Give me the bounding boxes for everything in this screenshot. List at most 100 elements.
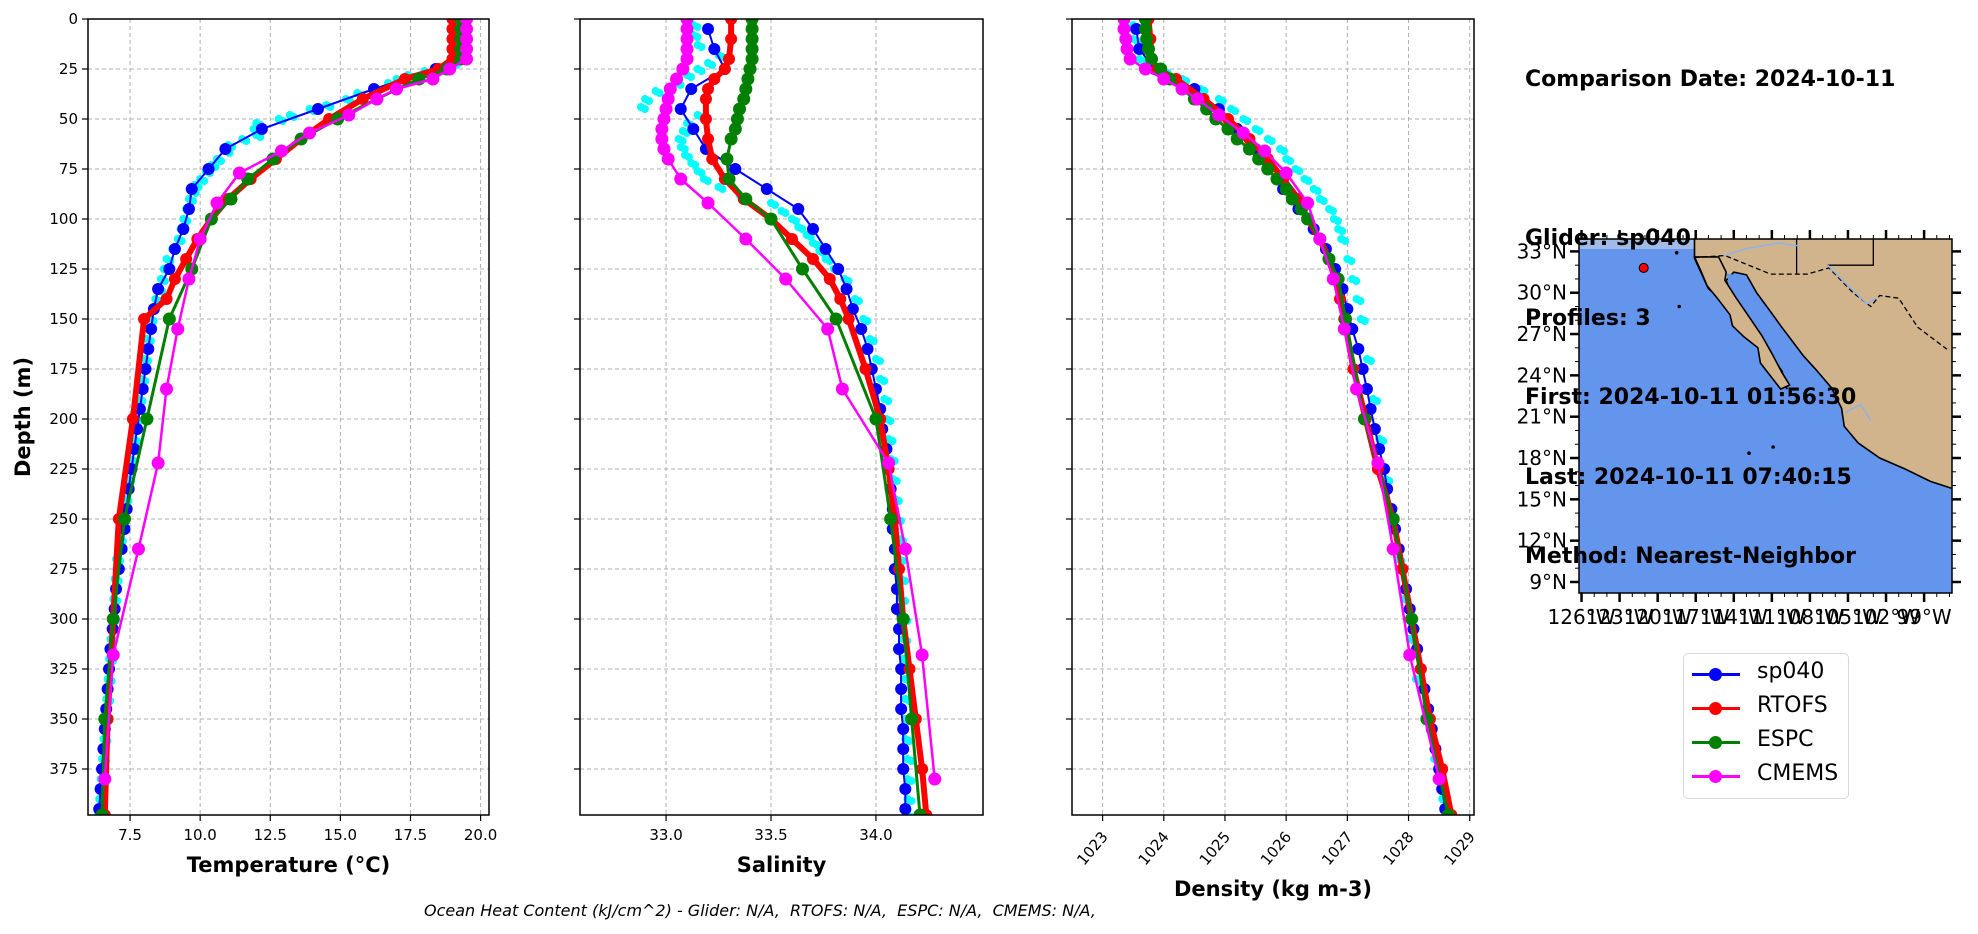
- data-point-espc: [117, 512, 131, 526]
- data-point-cmems: [1350, 382, 1364, 396]
- x-tick-label: 1029: [1440, 828, 1478, 869]
- raw-glider-point: [718, 185, 727, 193]
- temperature-panel: 0 25 50 75 100 125 150 175 200 225 250 275 300 325 350…: [11, 10, 497, 877]
- raw-glider-point: [1280, 147, 1289, 155]
- data-point-cmems: [657, 142, 671, 156]
- lat-tick-label: 15°N: [1517, 487, 1567, 511]
- data-point-sp040: [897, 763, 910, 775]
- lat-tick-label: 33°N: [1517, 239, 1567, 263]
- series-line-rtofs: [101, 19, 456, 815]
- data-point-cmems: [460, 22, 474, 36]
- raw-glider-point: [1333, 217, 1342, 225]
- raw-glider-point: [907, 777, 916, 785]
- data-point-espc: [743, 62, 757, 76]
- data-point-rtofs: [706, 153, 719, 165]
- data-point-cmems: [182, 272, 196, 286]
- y-tick-label: 375: [49, 760, 78, 778]
- raw-glider-point: [703, 177, 712, 185]
- x-tick-label: 1023: [1073, 828, 1111, 869]
- data-point-sp040: [185, 183, 198, 195]
- raw-glider-point: [1328, 207, 1337, 215]
- legend-label: ESPC: [1757, 727, 1814, 752]
- first-profile-time: First: 2024-10-11 01:56:30: [1525, 385, 1857, 410]
- data-point-rtofs: [356, 93, 369, 105]
- data-point-sp040: [840, 283, 853, 295]
- data-point-rtofs: [823, 273, 836, 285]
- data-point-espc: [1242, 142, 1256, 156]
- x-tick-label: 1025: [1196, 828, 1234, 869]
- raw-glider-point: [1313, 187, 1322, 195]
- y-tick-label: 25: [59, 60, 78, 78]
- data-point-cmems: [661, 92, 675, 106]
- data-point-espc: [1279, 182, 1293, 196]
- data-point-rtofs: [398, 73, 411, 85]
- raw-glider-point: [655, 89, 664, 97]
- data-point-sp040: [895, 683, 908, 695]
- interpolation-method: Method: Nearest-Neighbor: [1525, 544, 1856, 569]
- data-point-espc: [1138, 22, 1152, 36]
- y-tick-label: 350: [49, 710, 78, 728]
- series-line-sp040: [98, 19, 454, 810]
- data-point-espc: [829, 312, 843, 326]
- data-point-sp040: [255, 123, 268, 135]
- data-point-espc: [1405, 612, 1419, 626]
- x-tick-label: 1024: [1135, 828, 1173, 869]
- y-tick-label: 325: [49, 660, 78, 678]
- data-point-sp040: [899, 783, 912, 795]
- series-line-cmems: [660, 19, 936, 780]
- series-line-rtofs: [1145, 19, 1455, 815]
- data-point-rtofs: [806, 253, 819, 265]
- data-point-sp040: [1130, 23, 1143, 35]
- y-tick-label: 200: [49, 410, 78, 428]
- river: [1827, 264, 1877, 305]
- location-map-panel: 33°N 30°N 27°N 24°N 21°N 18°N 15°N 12°N 9°N 126°W…: [1517, 230, 1961, 629]
- y-axis-label: Depth (m): [11, 357, 35, 477]
- data-point-espc: [905, 712, 919, 726]
- data-point-cmems: [1326, 272, 1340, 286]
- data-point-cmems: [680, 42, 694, 56]
- y-tick-label: 175: [49, 360, 78, 378]
- info-panel: Comparison Date: 2024-10-11 Glider: sp04…: [1525, 14, 1895, 597]
- data-point-sp040: [895, 703, 908, 715]
- data-point-espc: [728, 122, 742, 136]
- lat-tick-label: 18°N: [1517, 446, 1567, 470]
- raw-glider-point: [1218, 97, 1227, 105]
- data-point-cmems: [898, 542, 912, 556]
- data-point-cmems: [1371, 456, 1385, 470]
- raw-glider-point: [216, 157, 225, 165]
- x-tick-label: 7.5: [118, 826, 142, 844]
- raw-glider-point: [708, 61, 717, 69]
- x-tick-label: 15.0: [324, 826, 357, 844]
- raw-glider-point: [854, 297, 863, 305]
- data-point-rtofs: [893, 563, 906, 575]
- data-point-espc: [1200, 102, 1214, 116]
- data-point-sp040: [1133, 43, 1146, 55]
- data-point-cmems: [1117, 22, 1131, 36]
- data-point-cmems: [655, 122, 669, 136]
- raw-glider-point: [812, 241, 821, 249]
- data-point-espc: [741, 72, 755, 86]
- data-point-sp040: [899, 803, 912, 815]
- data-point-espc: [869, 412, 883, 426]
- data-point-sp040: [729, 163, 742, 175]
- data-point-cmems: [1212, 108, 1226, 122]
- data-point-espc: [733, 102, 747, 116]
- data-point-espc: [795, 262, 809, 276]
- data-point-sp040: [846, 303, 859, 315]
- data-point-espc: [224, 192, 238, 206]
- island: [1747, 451, 1751, 455]
- data-point-espc: [1285, 192, 1299, 206]
- raw-glider-point: [1341, 237, 1350, 245]
- data-point-espc: [1270, 172, 1284, 186]
- x-tick-label: 10.0: [183, 826, 216, 844]
- data-point-sp040: [897, 723, 910, 735]
- data-point-cmems: [1123, 52, 1137, 66]
- data-point-cmems: [98, 772, 112, 786]
- legend-label: sp040: [1757, 659, 1825, 684]
- data-point-rtofs: [138, 313, 151, 325]
- glider-name: Glider: sp040: [1525, 226, 1691, 251]
- data-point-cmems: [1236, 126, 1250, 140]
- lon-tick-label: 120°W: [1624, 605, 1692, 629]
- raw-glider-point: [1385, 477, 1394, 485]
- data-point-espc: [140, 412, 154, 426]
